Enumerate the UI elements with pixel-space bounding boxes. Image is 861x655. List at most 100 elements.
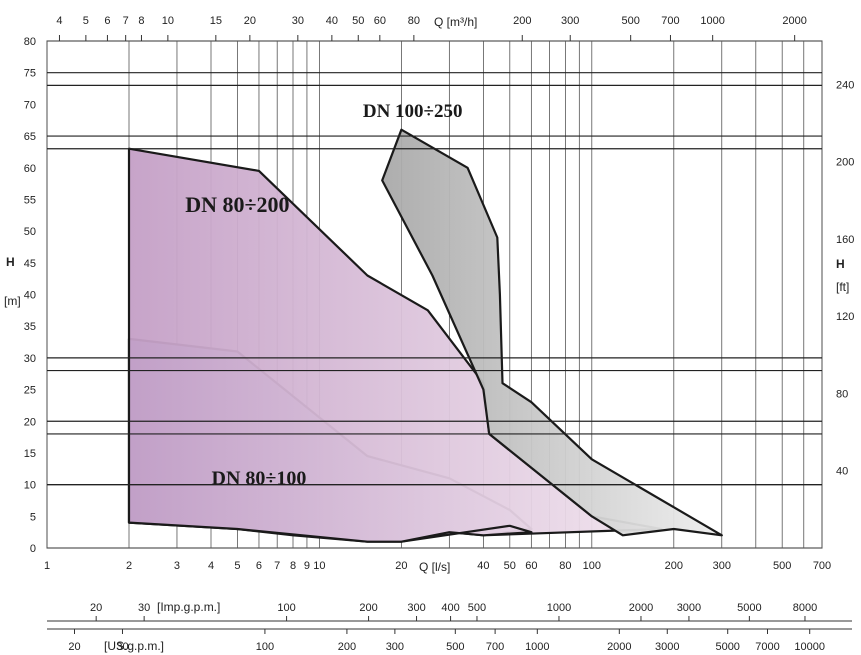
region-label: DN 100÷250 <box>363 101 463 122</box>
h-ft-tick-label: 200 <box>836 157 854 169</box>
q-ls-tick-label: 8 <box>290 560 296 572</box>
q-ls-tick-label: 5 <box>234 560 240 572</box>
q-m3h-tick-label: 4 <box>56 15 62 27</box>
h-axis-label-left: H <box>6 255 15 269</box>
q-imp-gpm-tick-label: 500 <box>468 602 486 614</box>
h-m-tick-label: 45 <box>24 258 36 270</box>
q-m3h-tick-label: 50 <box>352 15 364 27</box>
q-imp-gpm-tick-label: 200 <box>359 602 377 614</box>
q-ls-tick-label: 3 <box>174 560 180 572</box>
h-m-tick-label: 65 <box>24 131 36 143</box>
h-m-tick-label: 35 <box>24 321 36 333</box>
q-m3h-tick-label: 40 <box>326 15 338 27</box>
q-imp-gpm-tick-label: 5000 <box>737 602 761 614</box>
q-ls-tick-label: 1 <box>44 560 50 572</box>
q-us-gpm-tick-label: 1000 <box>525 641 549 653</box>
q-imp-gpm-tick-label: 300 <box>407 602 425 614</box>
q-ls-unit-label: Q [l/s] <box>419 560 450 574</box>
q-us-gpm-tick-label: 500 <box>446 641 464 653</box>
q-imp-gpm-tick-label: 8000 <box>793 602 817 614</box>
h-m-tick-label: 25 <box>24 385 36 397</box>
q-ls-tick-label: 40 <box>477 560 489 572</box>
q-m3h-tick-label: 300 <box>561 15 579 27</box>
q-us-gpm-tick-label: 300 <box>386 641 404 653</box>
h-m-tick-label: 40 <box>24 290 36 302</box>
q-ls-tick-label: 50 <box>504 560 516 572</box>
q-imp-gpm-tick-label: 3000 <box>677 602 701 614</box>
q-ls-tick-label: 300 <box>713 560 731 572</box>
region-label: DN 80÷100 <box>212 468 307 490</box>
q-us-gpm-tick-label: 5000 <box>715 641 739 653</box>
q-ls-tick-label: 6 <box>256 560 262 572</box>
h-ft-tick-label: 80 <box>836 388 848 400</box>
q-ls-tick-label: 60 <box>525 560 537 572</box>
q-m3h-tick-label: 200 <box>513 15 531 27</box>
h-m-tick-label: 30 <box>24 353 36 365</box>
q-ls-tick-label: 80 <box>559 560 571 572</box>
axes: H [m] H [ft] Q [m³/h] Q [l/s] [Imp.g.p.m… <box>4 15 849 653</box>
tick-labels: 0510152025303540455055606570758040801201… <box>24 15 855 653</box>
q-m3h-unit-label: Q [m³/h] <box>434 15 477 29</box>
h-m-tick-label: 0 <box>30 543 36 555</box>
q-m3h-tick-label: 10 <box>162 15 174 27</box>
q-m3h-tick-label: 60 <box>374 15 386 27</box>
q-us-gpm-tick-label: 3000 <box>655 641 679 653</box>
q-m3h-tick-label: 700 <box>661 15 679 27</box>
h-m-tick-label: 60 <box>24 163 36 175</box>
q-ls-tick-label: 9 <box>304 560 310 572</box>
h-ft-tick-label: 240 <box>836 79 854 91</box>
q-ls-tick-label: 200 <box>665 560 683 572</box>
performance-regions <box>127 128 723 543</box>
h-m-tick-label: 5 <box>30 511 36 523</box>
h-axis-label-right: H <box>836 257 845 271</box>
q-imp-gpm-unit-label: [Imp.g.p.m.] <box>157 600 220 614</box>
region-dn-80-200 <box>127 147 663 543</box>
q-m3h-tick-label: 5 <box>83 15 89 27</box>
head-reference-lines <box>47 72 822 486</box>
h-m-tick-label: 20 <box>24 416 36 428</box>
h-m-tick-label: 15 <box>24 448 36 460</box>
q-m3h-tick-label: 15 <box>210 15 222 27</box>
q-us-gpm-tick-label: 2000 <box>607 641 631 653</box>
q-us-gpm-tick-label: 200 <box>338 641 356 653</box>
q-m3h-tick-label: 7 <box>123 15 129 27</box>
q-imp-gpm-tick-label: 100 <box>277 602 295 614</box>
q-m3h-tick-label: 1000 <box>700 15 724 27</box>
q-us-gpm-tick-label: 20 <box>68 641 80 653</box>
h-axis-unit-right: [ft] <box>836 280 849 294</box>
q-m3h-tick-label: 500 <box>621 15 639 27</box>
q-m3h-tick-label: 30 <box>292 15 304 27</box>
q-m3h-tick-label: 2000 <box>782 15 806 27</box>
h-m-tick-label: 80 <box>24 36 36 48</box>
q-us-gpm-tick-label: 10000 <box>794 641 825 653</box>
q-ls-tick-label: 4 <box>208 560 214 572</box>
q-us-gpm-tick-label: 100 <box>256 641 274 653</box>
q-m3h-tick-label: 80 <box>408 15 420 27</box>
q-imp-gpm-tick-label: 1000 <box>547 602 571 614</box>
q-us-gpm-unit-label: [US.g.p.m.] <box>104 639 164 653</box>
q-ls-tick-label: 7 <box>274 560 280 572</box>
q-ls-tick-label: 2 <box>126 560 132 572</box>
q-imp-gpm-tick-label: 400 <box>441 602 459 614</box>
region-labels: DN 80÷100 DN 80÷200 DN 100÷250 <box>185 101 462 490</box>
q-m3h-tick-label: 6 <box>104 15 110 27</box>
h-m-tick-label: 70 <box>24 99 36 111</box>
h-axis-unit-left: [m] <box>4 294 21 308</box>
h-m-tick-label: 10 <box>24 480 36 492</box>
q-ls-tick-label: 10 <box>313 560 325 572</box>
q-us-gpm-tick-label: 7000 <box>755 641 779 653</box>
q-us-gpm-tick-label: 700 <box>486 641 504 653</box>
q-m3h-tick-label: 8 <box>138 15 144 27</box>
q-imp-gpm-tick-label: 2000 <box>629 602 653 614</box>
h-ft-tick-label: 120 <box>836 311 854 323</box>
h-ft-tick-label: 40 <box>836 466 848 478</box>
q-ls-tick-label: 20 <box>395 560 407 572</box>
h-m-tick-label: 75 <box>24 68 36 80</box>
q-imp-gpm-tick-label: 30 <box>138 602 150 614</box>
q-ls-tick-label: 700 <box>813 560 831 572</box>
q-ls-tick-label: 100 <box>583 560 601 572</box>
h-m-tick-label: 55 <box>24 194 36 206</box>
q-imp-gpm-tick-label: 20 <box>90 602 102 614</box>
h-ft-tick-label: 160 <box>836 234 854 246</box>
